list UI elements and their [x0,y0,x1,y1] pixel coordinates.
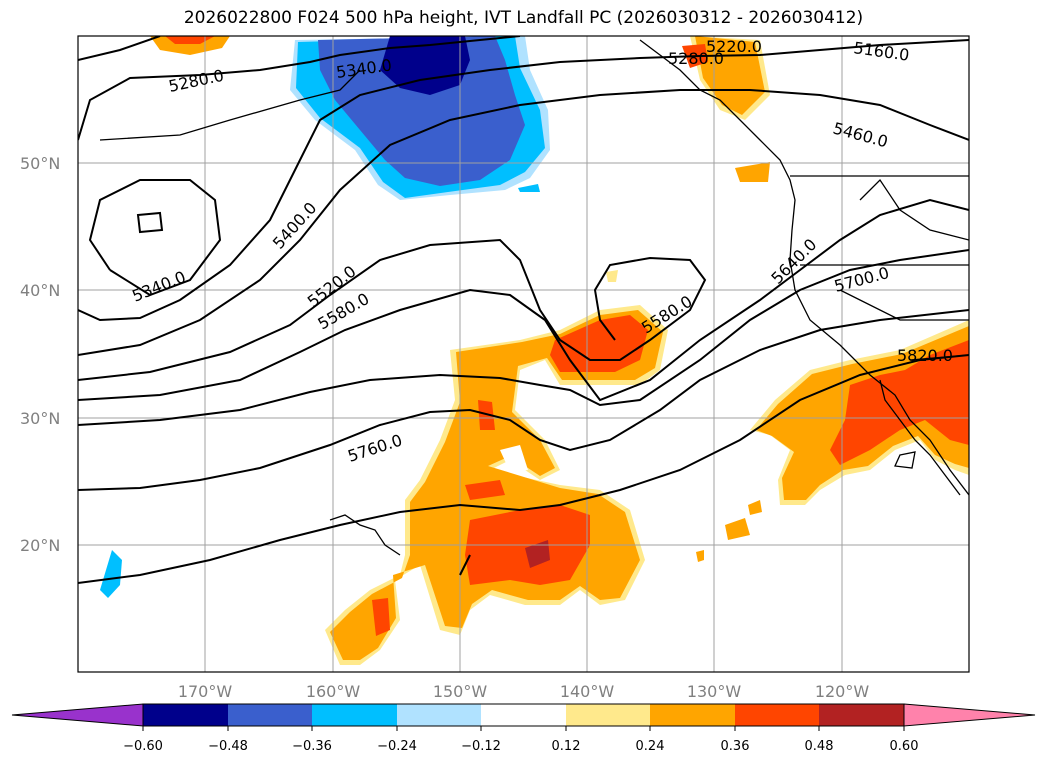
contour-label: 5280.0 [167,66,226,96]
lat-label: 50°N [20,154,60,173]
colorbar-swatch [735,704,819,726]
colorbar-tick: −0.24 [377,739,417,754]
lon-label: 130°W [687,682,742,701]
colorbar-tick: −0.12 [461,739,501,754]
contour-label: 5820.0 [897,346,953,365]
colorbar-swatch [650,704,735,726]
colorbar-tick: 0.12 [552,739,581,754]
colorbar-swatch [819,704,904,726]
colorbar-extend-low [11,703,144,727]
colorbar-swatch [481,704,566,726]
colorbar-tick: 0.48 [805,739,834,754]
colorbar-swatch [566,704,650,726]
colorbar-swatch [397,704,481,726]
negative-anomaly-small [518,184,540,192]
negative-anomaly-high [318,36,525,186]
contour-label: 5460.0 [831,119,890,152]
colorbar-tick: 0.36 [721,739,750,754]
lon-label: 120°W [815,682,870,701]
lat-label: 40°N [20,281,60,300]
lon-label: 140°W [560,682,615,701]
colorbar-swatch [228,704,312,726]
height-contours [78,36,969,584]
lon-label: 150°W [433,682,488,701]
lon-label: 160°W [306,682,361,701]
lat-label: 30°N [20,409,60,428]
graticule [78,36,969,672]
positive-anomaly-topleft [150,36,230,55]
axes-frame [77,35,970,673]
negative-anomaly-max [380,36,470,95]
negative-anomaly-sw [100,550,122,598]
colorbar-tick: −0.60 [123,739,163,754]
lat-label: 20°N [20,536,60,555]
colorbar-tick: −0.36 [292,739,332,754]
colorbar-swatch [143,704,228,726]
colorbar-tick: 0.24 [636,739,665,754]
colorbar-tick: −0.48 [208,739,248,754]
contour-label: 5160.0 [852,38,910,65]
colorbar-extend-high [903,703,1036,727]
contour-label: 5280.0 [668,49,724,68]
colorbar-swatch [312,704,397,726]
lon-label: 170°W [178,682,233,701]
latitude-labels: 50°N 40°N 30°N 20°N [20,154,60,555]
colorbar-tick: 0.60 [890,739,919,754]
contour-label: 5220.0 [706,37,762,56]
longitude-labels: 170°W 160°W 150°W 140°W 130°W 120°W [178,682,870,701]
coastlines [99,39,969,556]
ivt-shading [100,36,969,665]
colorbar: −0.60 −0.48 −0.36 −0.24 −0.12 0.12 0.24 … [11,703,1036,754]
map-title: 2026022800 F024 500 hPa height, IVT Land… [183,8,864,28]
